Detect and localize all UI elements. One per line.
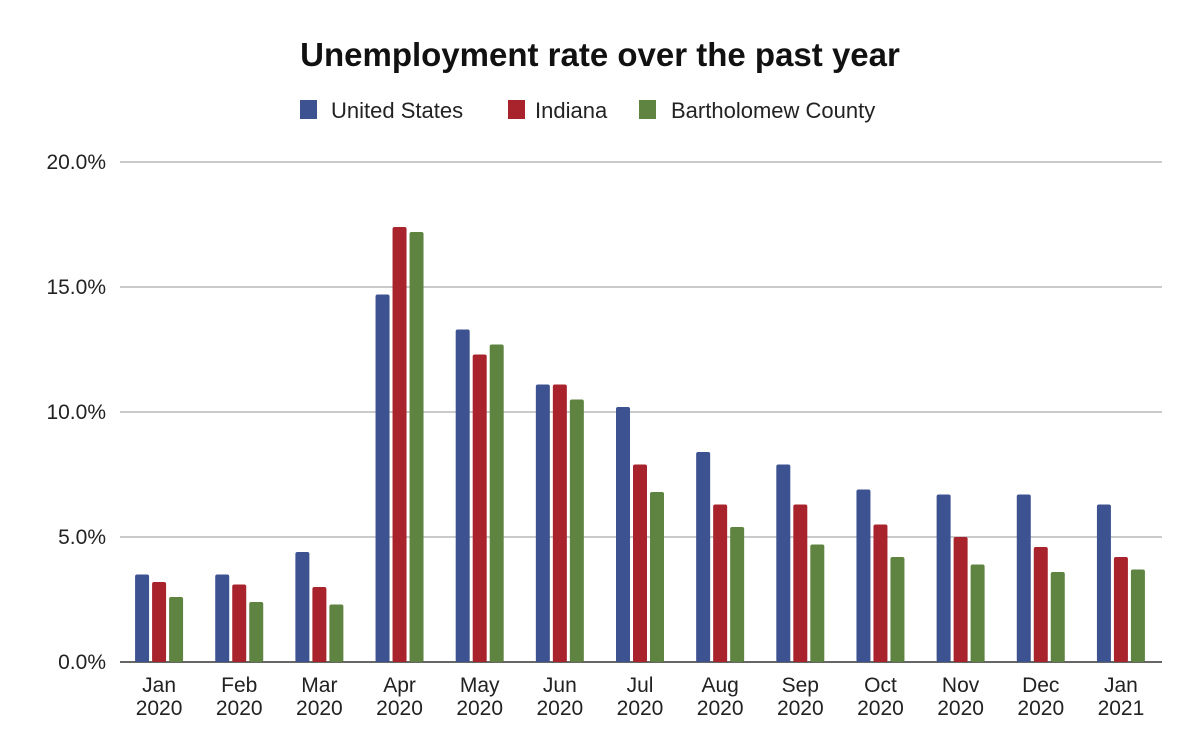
bar [135,574,150,662]
legend-label: United States [331,98,463,123]
bar [776,464,791,662]
x-tick-label: 2021 [1098,697,1145,720]
x-tick-label: 2020 [136,697,183,720]
bar [455,329,470,662]
x-tick-label: 2020 [857,697,904,720]
legend-label: Bartholomew County [671,98,875,123]
bar [616,407,630,662]
bar [552,384,567,662]
bar [873,524,888,662]
bar [810,544,825,662]
x-tick-label: 2020 [376,697,423,720]
x-tick-label: Jul [627,674,654,697]
x-tick-label: 2020 [216,697,263,720]
bar [152,582,167,662]
x-tick-label: Nov [942,674,980,697]
y-tick-label: 5.0% [58,526,106,549]
bar [215,574,230,662]
x-tick-label: Feb [221,674,257,697]
bar [1016,494,1031,662]
x-tick-label: Aug [701,674,738,697]
x-tick-label: 2020 [1017,697,1064,720]
bar [329,604,344,662]
x-tick-label: Jun [543,674,577,697]
bar [569,399,584,662]
bar [472,354,487,662]
x-tick-label: Apr [383,674,416,697]
bar [295,552,310,662]
chart-title: Unemployment rate over the past year [300,36,900,73]
legend-swatch [300,100,317,119]
gridlines: 0.0% 5.0% 10.0% 15.0% 20.0% [46,151,1162,674]
y-tick-label: 20.0% [46,151,106,174]
bar [650,492,664,662]
legend-swatch [639,100,656,119]
bar [1130,569,1145,662]
y-tick-label: 10.0% [46,401,106,424]
legend-swatch [508,100,525,119]
bar [392,227,407,662]
x-tick-label: 2020 [777,697,824,720]
bar [696,452,711,662]
bar [953,537,968,662]
x-tick-label: Mar [301,674,337,697]
x-axis-labels: Jan2020Feb2020Mar2020Apr2020May2020Jun20… [136,674,1145,720]
x-tick-label: May [460,674,500,697]
bar [713,504,728,662]
legend-label: Indiana [535,98,608,123]
bar [936,494,951,662]
bar [970,564,985,662]
x-tick-label: Sep [782,674,819,697]
x-tick-label: 2020 [536,697,583,720]
bar [1050,572,1065,662]
x-tick-label: 2020 [697,697,744,720]
x-tick-label: Dec [1022,674,1059,697]
bar [249,602,264,662]
legend: United States Indiana Bartholomew County [300,98,875,123]
x-tick-label: Jan [142,674,176,697]
x-tick-label: 2020 [937,697,984,720]
bar [535,384,550,662]
bar [633,464,647,662]
bars [135,227,1145,662]
bar [409,232,424,662]
bar [375,294,390,662]
bar [169,597,184,662]
bar [312,587,327,662]
bar [232,584,247,662]
x-tick-label: 2020 [617,697,664,720]
bar [793,504,808,662]
y-tick-label: 15.0% [46,276,106,299]
x-tick-label: 2020 [456,697,503,720]
y-tick-label: 0.0% [58,651,106,674]
bar [890,557,905,662]
bar [1096,504,1111,662]
bar [489,344,504,662]
bar [856,489,871,662]
x-tick-label: Jan [1104,674,1138,697]
x-tick-label: 2020 [296,697,343,720]
bar [730,527,745,662]
bar [1033,547,1048,662]
x-tick-label: Oct [864,674,897,697]
bar [1113,557,1128,662]
